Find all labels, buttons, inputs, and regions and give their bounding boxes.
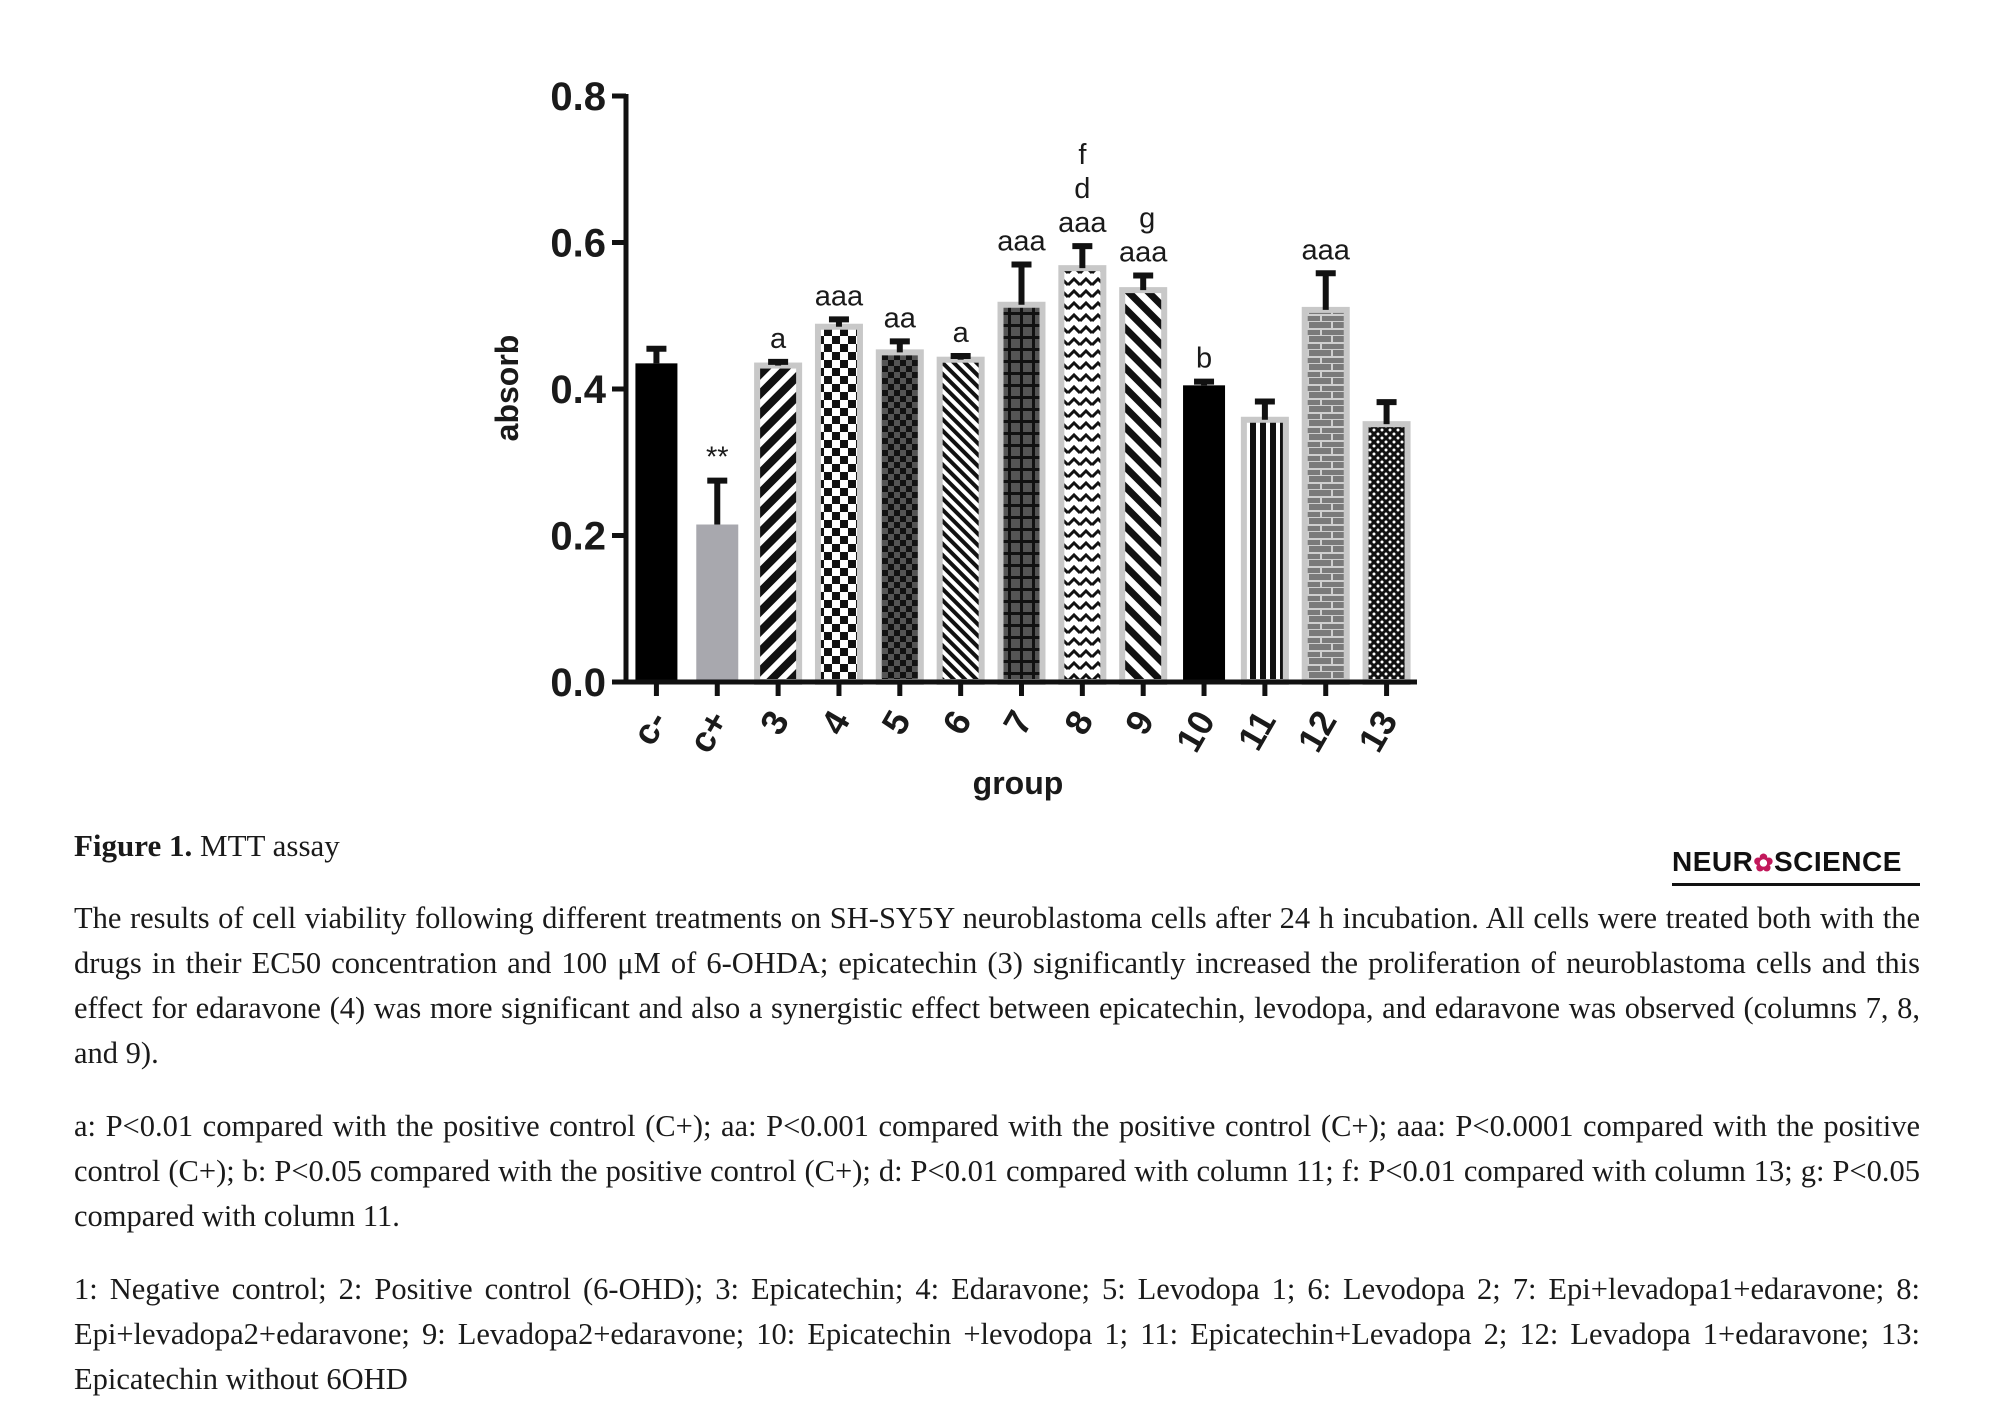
- bar-c-: [635, 363, 678, 682]
- figure-title: MTT assay: [192, 828, 340, 863]
- x-tick-label: 13: [1350, 704, 1406, 759]
- y-tick-label: 0.8: [550, 75, 606, 119]
- significance-label: aaa: [815, 280, 864, 312]
- bar-10: [1183, 385, 1226, 682]
- x-tick-label: 11: [1229, 704, 1284, 757]
- x-tick-label: 12: [1289, 704, 1345, 759]
- x-tick-label: 5: [873, 704, 919, 742]
- significance-label: aaa: [997, 225, 1046, 257]
- bar-7: [997, 301, 1046, 685]
- bar-9: [1119, 287, 1168, 685]
- x-tick-label: 4: [812, 704, 858, 742]
- x-tick-label: 3: [752, 704, 798, 742]
- bar-11: [1240, 416, 1289, 685]
- bar-3: [754, 362, 803, 685]
- significance-label: aaa: [1119, 236, 1168, 268]
- bar-c+: [696, 524, 739, 682]
- x-tick-label: 6: [934, 704, 980, 742]
- significance-label: aaa: [1058, 207, 1107, 239]
- significance-paragraph: a: P<0.01 compared with the positive con…: [74, 1109, 1920, 1233]
- significance-label: f: [1078, 139, 1087, 171]
- bar-6: [936, 356, 985, 685]
- results-paragraph: The results of cell viability following …: [74, 901, 1920, 1070]
- axes-layer: 0.0 0.2 0.4 0.6 0.8 c-c+ 3 4 5 6 7 8 9 10 11 12 13 absorb…: [489, 75, 1417, 801]
- x-tick-label: c+: [680, 704, 736, 760]
- significance-label: a: [953, 317, 970, 349]
- y-tick-label: 0.6: [550, 222, 606, 266]
- group-legend-paragraph: 1: Negative control; 2: Positive control…: [74, 1272, 1920, 1396]
- x-axis-title: group: [973, 765, 1064, 801]
- logo-text-left: NEUR: [1672, 846, 1754, 877]
- significance-label: **: [706, 442, 729, 474]
- bar-8: [1058, 265, 1107, 685]
- figure-label: Figure 1.: [74, 828, 193, 863]
- x-tick-label: c-: [624, 704, 676, 752]
- neuroscience-logo: NEUR✿SCIENCE: [1672, 846, 1920, 886]
- x-tick-label: 10: [1167, 704, 1223, 759]
- x-tick-label: 9: [1117, 704, 1163, 742]
- logo-underline: [1672, 883, 1920, 886]
- significance-label: aaa: [1302, 234, 1351, 266]
- bar-5: [875, 349, 924, 685]
- x-tick-label: 8: [1056, 704, 1102, 742]
- y-tick-label: 0.2: [550, 515, 606, 559]
- significance-label: d: [1074, 173, 1090, 205]
- chart-area: ** a aaa aa a aaa aaa d f aaa g b aaa 0.0 0.2 0.4 0.6 0.…: [489, 75, 1417, 801]
- significance-label: g: [1139, 202, 1155, 234]
- significance-label: b: [1196, 343, 1212, 375]
- bar-13: [1362, 421, 1411, 685]
- x-tick-label: 7: [995, 704, 1041, 742]
- y-tick-label: 0.0: [550, 661, 606, 705]
- logo-molecule-icon: ✿: [1753, 850, 1774, 877]
- significance-label: aa: [884, 302, 917, 334]
- logo-text-right: SCIENCE: [1773, 846, 1902, 877]
- bar-12: [1301, 306, 1350, 685]
- y-axis-title: absorb: [489, 335, 525, 442]
- bar-4: [814, 323, 863, 685]
- y-tick-label: 0.4: [550, 368, 606, 412]
- significance-label: a: [770, 323, 787, 355]
- figure-caption: Figure 1. MTT assay: [74, 826, 1920, 866]
